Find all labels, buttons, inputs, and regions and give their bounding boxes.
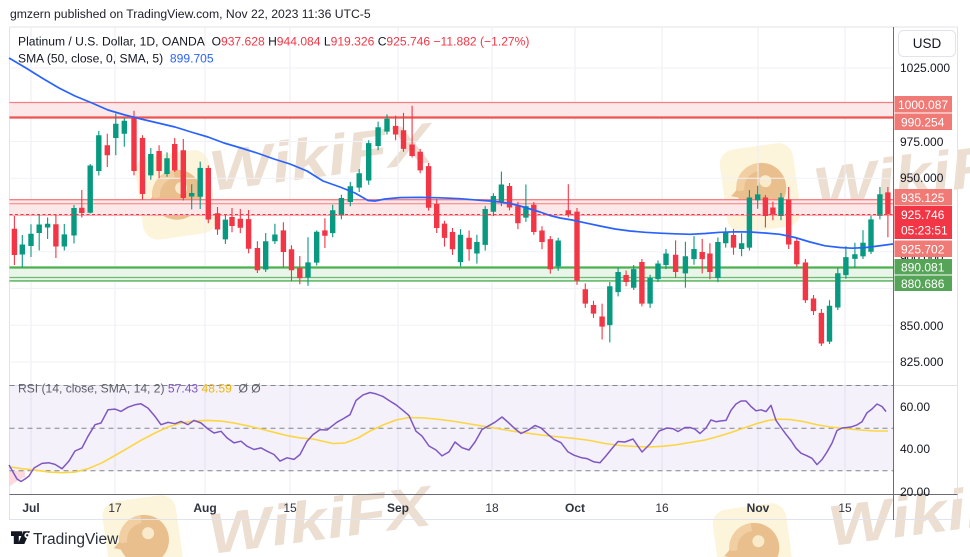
svg-text:16: 16: [655, 501, 669, 515]
svg-text:15: 15: [838, 501, 852, 515]
svg-text:975.000: 975.000: [900, 135, 944, 149]
svg-text:15: 15: [283, 501, 297, 515]
svg-text:880.686: 880.686: [901, 277, 945, 291]
svg-text:60.00: 60.00: [900, 400, 930, 414]
svg-text:TradingView: TradingView: [33, 531, 119, 548]
svg-text:40.00: 40.00: [900, 442, 930, 456]
svg-text:Platinum / U.S. Dollar, 1D, OA: Platinum / U.S. Dollar, 1D, OANDA O937.6…: [18, 35, 529, 49]
svg-text:Jul: Jul: [22, 501, 39, 515]
svg-text:Nov: Nov: [747, 501, 770, 515]
svg-text:925.746: 925.746: [901, 208, 945, 222]
svg-text:17: 17: [108, 501, 122, 515]
svg-text:990.254: 990.254: [901, 115, 945, 129]
svg-text:Aug: Aug: [193, 501, 216, 515]
svg-text:890.081: 890.081: [901, 260, 945, 274]
svg-text:20.00: 20.00: [900, 485, 930, 499]
svg-text:Sep: Sep: [387, 501, 409, 515]
svg-text:USD: USD: [913, 36, 942, 51]
svg-text:825.000: 825.000: [900, 355, 944, 369]
svg-text:gmzern published on TradingVie: gmzern published on TradingView.com, Nov…: [10, 7, 371, 21]
svg-text:1000.087: 1000.087: [898, 98, 948, 112]
svg-text:925.702: 925.702: [901, 242, 945, 256]
svg-text:RSI (14, close, SMA, 14, 2) 57: RSI (14, close, SMA, 14, 2) 57.43 48.59 …: [18, 382, 261, 396]
svg-text:935.125: 935.125: [901, 191, 945, 205]
svg-text:Oct: Oct: [565, 501, 585, 515]
svg-text:05:23:51: 05:23:51: [901, 224, 948, 238]
svg-text:850.000: 850.000: [900, 319, 944, 333]
svg-text:18: 18: [485, 501, 499, 515]
svg-text:SMA (50, close, 0, SMA, 5) 89: SMA (50, close, 0, SMA, 5) 899.705: [18, 52, 214, 66]
svg-text:950.000: 950.000: [900, 171, 944, 185]
svg-text:1025.000: 1025.000: [900, 61, 950, 75]
